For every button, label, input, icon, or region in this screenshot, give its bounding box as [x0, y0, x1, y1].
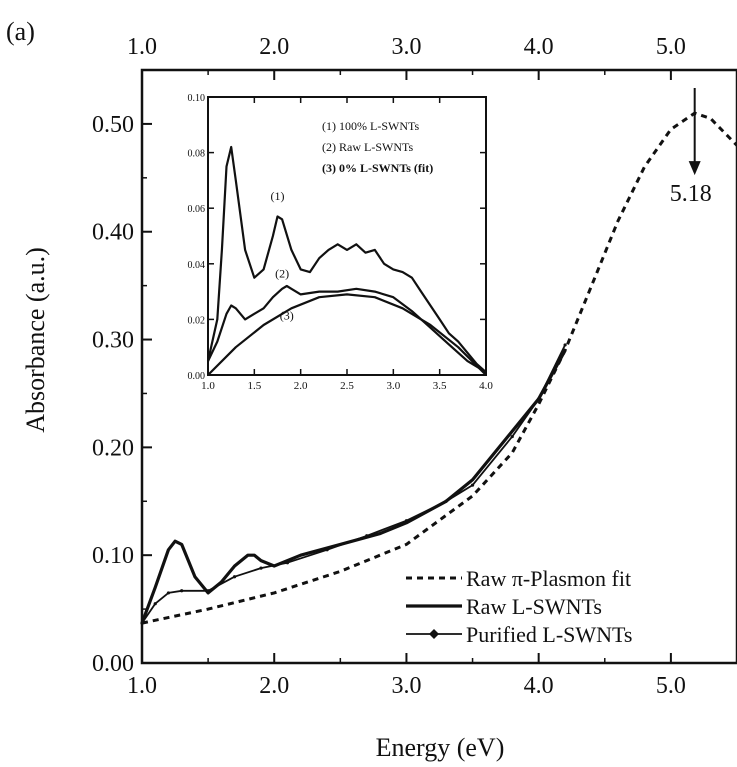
inset-legend-label: (3) 0% L-SWNTs (fit)	[322, 161, 433, 175]
main-axis-ticks: 1.0 1.0 2.0 2.0 3.0 3.0 4.0 4.0 5.0 5.0 0.00 0.10 0.…	[92, 34, 686, 699]
peak-annotation: 5.18	[670, 88, 712, 207]
inset-legend: (1) 100% L-SWNTs (2) Raw L-SWNTs (3) 0% L-…	[322, 119, 433, 175]
top-x-tick-label: 5.0	[656, 34, 686, 60]
plasmon-fit-line	[141, 111, 737, 625]
purified-data-point	[365, 534, 369, 538]
inset-chart: 1.0 1.5 2.0 2.5 3.0 3.5 4.0 0.00 0.02 0.04 0.06 0.0…	[188, 93, 494, 392]
inset-series-line-1	[206, 145, 487, 374]
y-tick-label: 0.40	[92, 220, 134, 246]
purified-data-point	[285, 561, 290, 565]
purified-data-point	[259, 566, 263, 570]
x-tick-label: 2.0	[259, 673, 289, 699]
inset-series-line-3	[207, 293, 487, 376]
inset-legend-label: (1) 100% L-SWNTs	[322, 119, 419, 133]
inset-x-tick-label: 3.5	[433, 380, 447, 392]
inset-axis-ticks: 1.0 1.5 2.0 2.5 3.0 3.5 4.0 0.00 0.02 0.04 0.06 0.0…	[188, 93, 494, 392]
legend-label: Purified L-SWNTs	[466, 622, 633, 647]
purified-data-point	[444, 499, 448, 503]
purified-lswnts-line	[141, 344, 566, 624]
x-tick-label: 1.0	[127, 673, 157, 699]
purified-data-point	[153, 602, 157, 606]
inset-curve-label: (3)	[280, 308, 294, 322]
raw-lswnts-line	[140, 349, 567, 624]
main-legend: Raw π-Plasmon fit Raw L-SWNTs Purified L-S…	[406, 566, 633, 647]
inset-x-tick-label: 2.5	[340, 380, 354, 392]
purified-data-point	[180, 589, 184, 593]
top-x-tick-label: 3.0	[391, 34, 421, 60]
inset-curve-label: (1)	[271, 189, 285, 203]
y-tick-label: 0.30	[92, 328, 134, 354]
y-tick-label: 0.10	[92, 543, 134, 569]
y-tick-label: 0.20	[92, 435, 134, 461]
y-axis-label: Absorbance (a.u.)	[21, 247, 50, 433]
purified-data-point	[563, 343, 567, 347]
purified-data-point	[325, 548, 329, 552]
purified-data-point	[510, 434, 514, 439]
top-x-tick-label: 2.0	[259, 34, 289, 60]
peak-arrowhead	[688, 161, 701, 176]
top-x-tick-label: 1.0	[127, 34, 157, 60]
legend-label: Raw L-SWNTs	[466, 594, 602, 619]
inset-x-tick-label: 1.0	[201, 380, 215, 392]
purified-data-point	[206, 589, 210, 593]
x-axis-label: Energy (eV)	[376, 733, 505, 762]
x-tick-label: 3.0	[391, 673, 421, 699]
y-tick-label: 0.00	[92, 651, 134, 677]
purified-data-point	[537, 397, 541, 401]
main-plot-frame	[140, 68, 737, 665]
x-tick-label: 4.0	[524, 673, 554, 699]
inset-background	[208, 97, 486, 375]
inset-series: (1) (2) (3)	[206, 145, 487, 376]
legend-label: Raw π-Plasmon fit	[466, 566, 631, 591]
inset-y-tick-label: 0.10	[188, 93, 206, 104]
panel-label: (a)	[6, 17, 35, 46]
purified-data-point	[140, 621, 144, 625]
purified-data-point	[232, 575, 237, 579]
inset-legend-label: (2) Raw L-SWNTs	[322, 140, 413, 154]
main-series	[140, 111, 737, 625]
inset-x-tick-label: 1.5	[247, 380, 261, 392]
inset-x-tick-label: 4.0	[479, 380, 493, 392]
main-chart: 1.0 1.0 2.0 2.0 3.0 3.0 4.0 4.0 5.0 5.0 0.00 0.10 0.…	[21, 34, 737, 762]
inset-y-tick-label: 0.02	[188, 315, 206, 326]
y-tick-label: 0.50	[92, 112, 134, 138]
inset-x-tick-label: 3.0	[386, 380, 400, 392]
peak-value-label: 5.18	[670, 181, 712, 207]
legend-marker	[429, 629, 439, 639]
inset-y-tick-label: 0.08	[188, 149, 206, 160]
inset-curve-label: (2)	[275, 267, 289, 281]
purified-data-point	[404, 519, 409, 523]
top-x-tick-label: 4.0	[524, 34, 554, 60]
inset-y-tick-label: 0.04	[188, 260, 206, 271]
purified-data-point	[166, 591, 171, 595]
inset-y-tick-label: 0.00	[188, 371, 206, 382]
inset-y-tick-label: 0.06	[188, 204, 206, 215]
inset-x-tick-label: 2.0	[294, 380, 308, 392]
purified-data-point	[470, 483, 475, 487]
x-tick-label: 5.0	[656, 673, 686, 699]
